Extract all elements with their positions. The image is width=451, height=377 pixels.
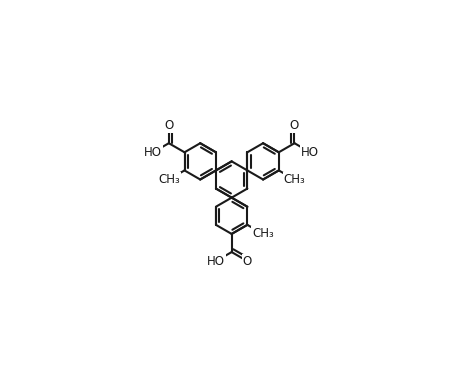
Text: HO: HO — [300, 146, 318, 159]
Text: O: O — [242, 254, 251, 268]
Text: CH₃: CH₃ — [283, 173, 305, 186]
Text: CH₃: CH₃ — [252, 227, 273, 241]
Text: CH₃: CH₃ — [157, 173, 179, 186]
Text: O: O — [289, 119, 299, 132]
Text: HO: HO — [144, 146, 162, 159]
Text: O: O — [164, 119, 173, 132]
Text: HO: HO — [207, 254, 225, 268]
